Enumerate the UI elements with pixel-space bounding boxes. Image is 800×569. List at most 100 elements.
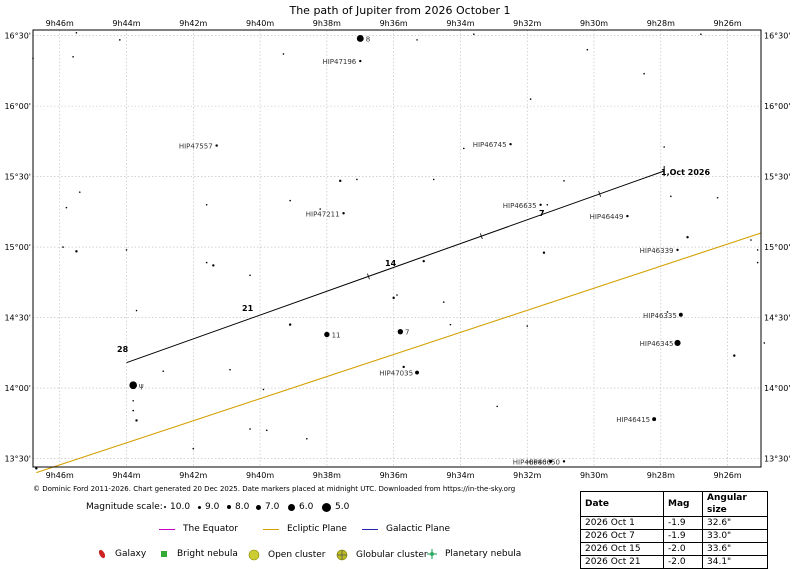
galaxy-icon (98, 549, 106, 559)
mag-item-9: 9.0 (198, 502, 219, 512)
star-point (496, 405, 498, 408)
mag-item-10: 10.0 (164, 502, 190, 512)
star-point (402, 365, 405, 369)
star-point (763, 342, 766, 344)
legend-planetary-nebula: Planetary nebula (427, 549, 521, 559)
star-point (473, 33, 475, 36)
tick-label-left: 14°00' (4, 384, 31, 393)
tick-label-right: 15°30' (764, 173, 791, 182)
tick-label-right: 15°00' (764, 243, 791, 252)
star-point (65, 206, 68, 209)
star-point (676, 248, 679, 252)
tick-label-bottom: 9h28m (647, 471, 675, 480)
star-point (396, 294, 398, 296)
tick-label-top: 9h34m (446, 19, 474, 28)
star-point (462, 147, 465, 150)
star-label: HIP47196 (322, 58, 356, 66)
legend-bright-nebula: Bright nebula (159, 549, 238, 559)
date-marker-tick (479, 233, 483, 240)
star-point (539, 203, 542, 206)
cell-size: 33.6" (702, 542, 768, 556)
table-row: 2026 Oct 1 -1.9 32.6" (580, 516, 768, 530)
star-point (129, 381, 138, 390)
star-point (750, 239, 752, 241)
tick-label-bottom: 9h34m (446, 471, 474, 480)
star-point (119, 39, 121, 41)
star-point (415, 370, 419, 375)
grid (33, 30, 761, 467)
legend-ecliptic: Ecliptic Plane (263, 524, 347, 534)
star-point (449, 323, 452, 326)
tick-label-right: 14°00' (764, 384, 791, 393)
tick-label-left: 13°30' (4, 455, 31, 464)
star-point (132, 409, 135, 412)
star-point (205, 204, 208, 206)
mag-item-7: 7.0 (256, 502, 279, 512)
star-point (670, 195, 672, 198)
star-point (324, 331, 330, 338)
star-point (542, 251, 546, 254)
star-point (306, 438, 308, 440)
star-point (549, 459, 553, 463)
chart-lines (36, 232, 762, 474)
mag-item-5: 5.0 (322, 502, 349, 512)
tick-label-bottom: 9h46m (46, 471, 74, 480)
path-label-28: 28 (117, 345, 129, 354)
cell-mag: -2.0 (663, 555, 703, 569)
tick-label-top: 9h28m (647, 19, 675, 28)
tick-label-top: 9h38m (313, 19, 341, 28)
tick-label-right: 13°30' (764, 455, 791, 464)
star-point (678, 312, 683, 317)
star-label: HIP46680 (513, 458, 547, 466)
tick-label-right: 16°30' (764, 32, 791, 41)
open-cluster-icon (248, 549, 260, 561)
star-point (652, 417, 657, 422)
path-label-7: 7 (539, 209, 545, 218)
star-point (125, 249, 128, 251)
star-point (72, 55, 74, 58)
tick-label-bottom: 9h38m (313, 471, 341, 480)
galactic-line-icon (362, 528, 378, 530)
star-point (586, 48, 589, 51)
tick-label-left: 15°00' (4, 243, 31, 252)
sky-chart: The path of Jupiter from 2026 October 1 … (4, 4, 791, 480)
star-label: 11 (332, 331, 341, 339)
star-label: 7 (405, 329, 409, 337)
legend-galactic: Galactic Plane (362, 524, 450, 534)
star-point (192, 447, 195, 450)
angular-size-table: Date Mag Angular size 2026 Oct 1 -1.9 32… (580, 491, 768, 569)
tick-label-top: 9h40m (246, 19, 274, 28)
star-point (700, 33, 702, 36)
star-label: HIP46335 (643, 312, 677, 320)
star-point (563, 180, 565, 182)
star-point (262, 388, 265, 391)
bright-nebula-icon (161, 551, 167, 557)
path-label-oct-1: 1,Oct 2026 (661, 168, 710, 177)
star-point (135, 309, 138, 312)
header-angular-size: Angular size (702, 491, 768, 517)
star-label: HIP46339 (640, 247, 674, 255)
tick-label-bottom: 9h36m (380, 471, 408, 480)
star-point (416, 39, 418, 41)
cell-date: 2026 Oct 21 (580, 555, 664, 569)
tick-label-top: 9h44m (112, 19, 140, 28)
magnitude-scale-title: Magnitude scale: (86, 502, 163, 512)
star-point (249, 428, 251, 430)
star-label: HIP46745 (473, 141, 507, 149)
globular-cluster-icon (336, 549, 348, 561)
star-point (529, 98, 532, 100)
cell-date: 2026 Oct 7 (580, 529, 664, 543)
star-point (442, 301, 445, 303)
star-point (509, 142, 512, 146)
star-point (546, 204, 549, 206)
header-mag: Mag (663, 491, 703, 517)
date-marker-tick (598, 191, 602, 197)
star-point (432, 178, 435, 181)
star-point (356, 178, 358, 181)
tick-label-top: 9h26m (714, 19, 742, 28)
star-point (212, 264, 215, 267)
tick-label-bottom: 9h44m (112, 471, 140, 480)
star-point (132, 399, 134, 402)
star-point (526, 325, 529, 327)
legend-globular-cluster: Globular cluster (336, 549, 428, 561)
